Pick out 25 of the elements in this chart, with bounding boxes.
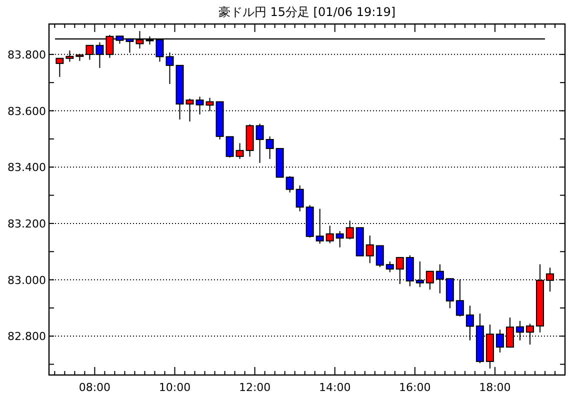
- candlestick: [286, 176, 294, 193]
- candlestick: [266, 136, 274, 160]
- candlestick: [236, 142, 244, 160]
- chart-title: 豪ドル円 15分足 [01/06 19:19]: [218, 5, 396, 19]
- y-tick-label: 83.400: [8, 161, 46, 174]
- candlestick: [386, 260, 394, 273]
- y-tick-label: 83.000: [8, 274, 46, 287]
- candlestick: [376, 245, 384, 268]
- candlestick: [56, 58, 64, 78]
- y-tick-label: 83.800: [8, 48, 46, 62]
- y-tick-label: 83.600: [8, 104, 46, 118]
- x-tick-label: 10:00: [158, 381, 191, 394]
- x-tick-label: 12:00: [238, 381, 271, 394]
- y-tick-label: 82.800: [8, 330, 46, 344]
- candlestick: [326, 225, 334, 244]
- candlestick: [296, 184, 304, 212]
- candlestick: [366, 235, 374, 264]
- x-tick-label: 14:00: [319, 381, 351, 394]
- candlestick: [256, 123, 264, 164]
- candlestick: [336, 230, 344, 248]
- candlestick: [226, 136, 234, 158]
- x-tick-label: 18:00: [479, 381, 511, 394]
- y-tick-label: 83.200: [8, 217, 46, 230]
- x-tick-label: 08:00: [78, 381, 111, 394]
- x-tick-label: 16:00: [399, 381, 431, 394]
